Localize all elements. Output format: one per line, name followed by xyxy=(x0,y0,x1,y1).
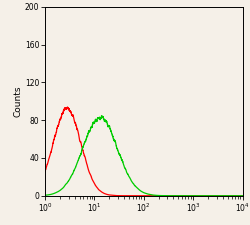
Y-axis label: Counts: Counts xyxy=(13,86,22,117)
